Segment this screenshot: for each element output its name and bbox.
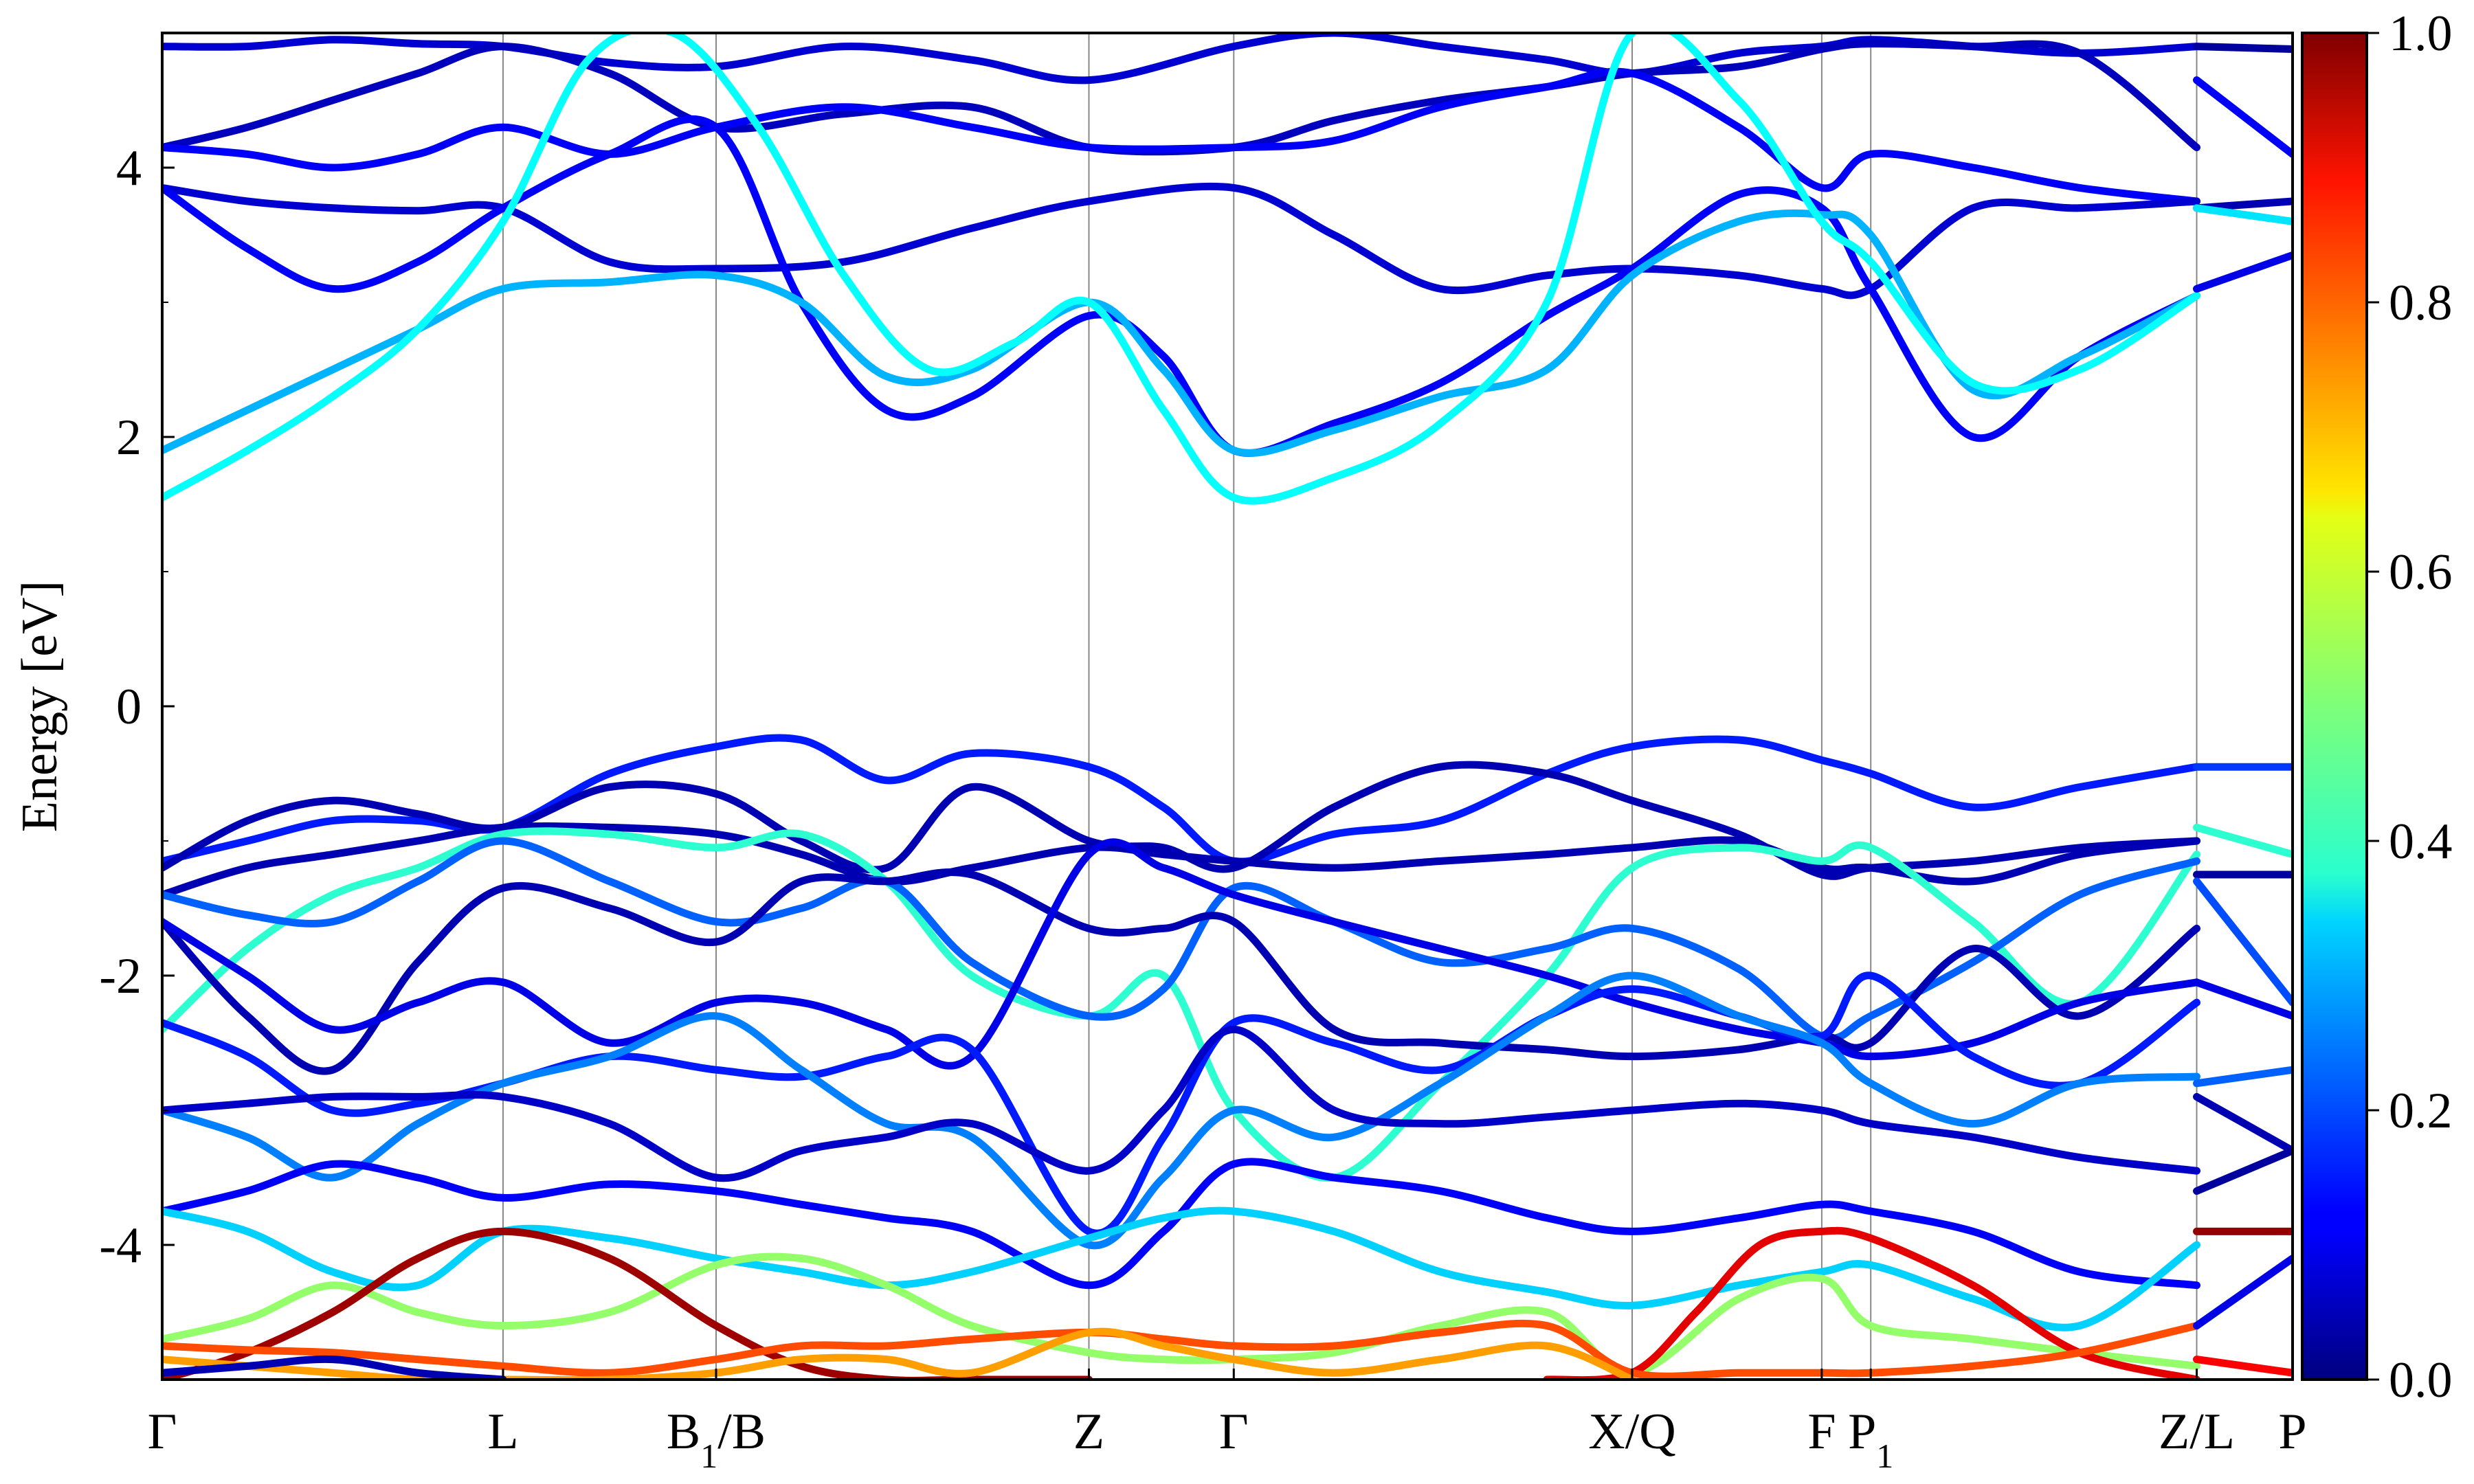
band-line bbox=[162, 971, 2200, 1250]
band-line bbox=[162, 1158, 2200, 1290]
x-tick-label: X/Q bbox=[1588, 1404, 1675, 1460]
y-tick-label: 2 bbox=[116, 409, 142, 466]
band-line bbox=[162, 209, 2200, 457]
x-tick-label: L bbox=[487, 1404, 518, 1460]
band-line bbox=[2193, 76, 2293, 158]
colorbar-tick-label: 0.4 bbox=[2389, 813, 2453, 870]
band-line bbox=[162, 1025, 2200, 1182]
x-tick-label: P bbox=[2278, 1404, 2306, 1460]
band-line bbox=[2193, 204, 2293, 225]
band-line bbox=[162, 868, 2200, 1075]
plot-background bbox=[162, 33, 2293, 1380]
band-line bbox=[162, 1319, 2200, 1380]
colorbar: 0.0 0.2 0.4 0.6 0.8 1.0 bbox=[2301, 5, 2453, 1408]
x-axis-ticks: Γ L B1/B Z Γ X/Q F P1 Z/L P bbox=[148, 1369, 2307, 1475]
band-line bbox=[2193, 1092, 2293, 1155]
band-line bbox=[162, 1227, 1093, 1380]
band-line bbox=[2193, 978, 2293, 1020]
band-line bbox=[2193, 43, 2293, 54]
x-tick-label: B1/B bbox=[667, 1404, 766, 1475]
x-tick-label: Z bbox=[1073, 1404, 1104, 1460]
y-axis-ticks: -4 -2 0 2 4 bbox=[99, 32, 175, 1380]
y-tick-label: -2 bbox=[99, 948, 142, 1004]
band-line bbox=[2193, 251, 2293, 293]
colorbar-tick-label: 0.2 bbox=[2389, 1083, 2453, 1139]
band-line bbox=[162, 1206, 2200, 1331]
x-tick-label: P1 bbox=[1848, 1404, 1893, 1475]
colorbar-ticks: 0.0 0.2 0.4 0.6 0.8 1.0 bbox=[2367, 5, 2453, 1408]
band-line bbox=[162, 827, 2200, 1182]
y-tick-label: 4 bbox=[116, 140, 142, 196]
y-tick-label: -4 bbox=[99, 1217, 142, 1274]
band-line bbox=[162, 115, 2200, 457]
y-tick-label: 0 bbox=[116, 679, 142, 735]
band-line bbox=[162, 822, 2200, 899]
colorbar-tick-label: 1.0 bbox=[2389, 5, 2453, 62]
band-line bbox=[2193, 1066, 2293, 1088]
band-line bbox=[162, 182, 2200, 300]
band-lines bbox=[162, 33, 2293, 1380]
band-line bbox=[162, 1252, 2200, 1377]
band-line bbox=[2193, 1147, 2293, 1195]
band-line bbox=[2193, 823, 2293, 859]
band-line bbox=[2193, 877, 2293, 1007]
band-line bbox=[1543, 1226, 2200, 1380]
band-line bbox=[162, 67, 2200, 205]
x-tick-label: Z/L bbox=[2159, 1404, 2235, 1460]
x-tick-label: Γ bbox=[148, 1404, 177, 1460]
x-tick-label: F bbox=[1807, 1404, 1836, 1460]
band-line bbox=[162, 1355, 507, 1380]
band-line bbox=[162, 33, 2200, 505]
colorbar-gradient bbox=[2301, 32, 2368, 1381]
x-tick-label: Γ bbox=[1219, 1404, 1249, 1460]
colorbar-tick-label: 0.0 bbox=[2389, 1352, 2453, 1408]
colorbar-tick-label: 0.6 bbox=[2389, 544, 2453, 600]
band-line bbox=[2193, 1255, 2293, 1330]
band-line bbox=[2193, 1356, 2293, 1377]
plot-area: -4 -2 0 2 4 Γ L B1/B Z Γ X/Q F P1 Z/L P bbox=[99, 32, 2307, 1475]
y-axis-title: Energy [eV] bbox=[12, 581, 68, 832]
colorbar-tick-label: 0.8 bbox=[2389, 275, 2453, 331]
